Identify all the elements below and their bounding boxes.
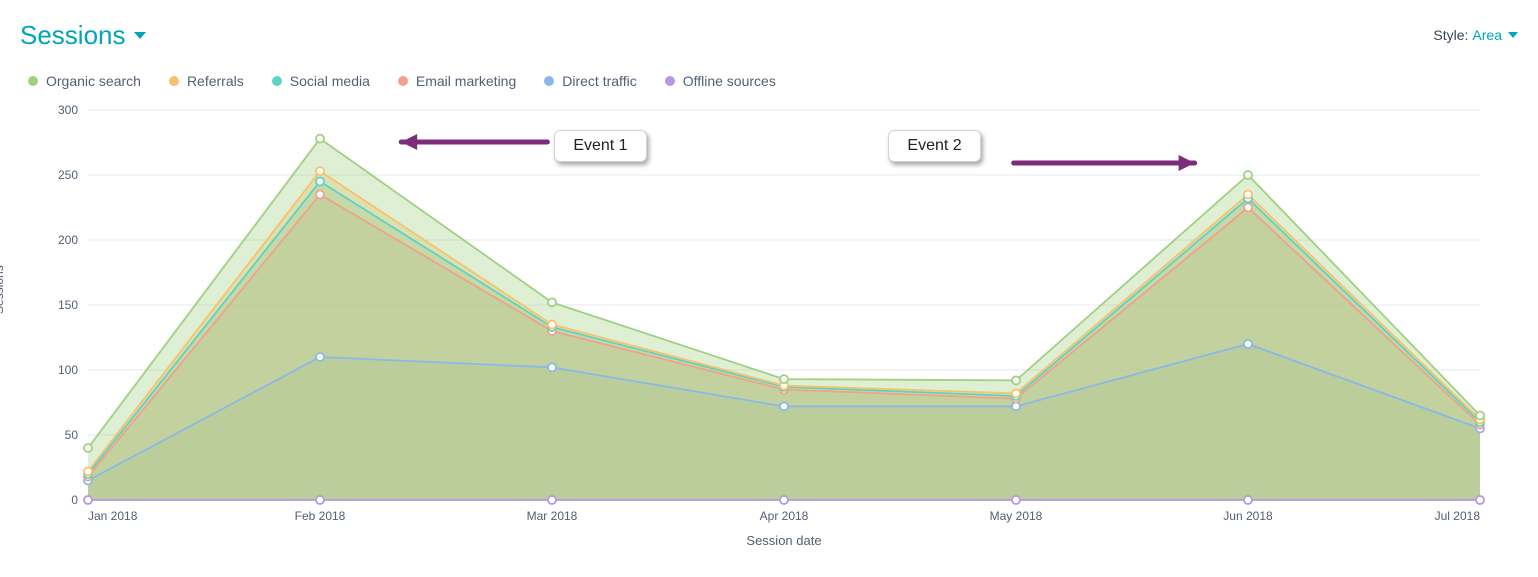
svg-text:Mar 2018: Mar 2018 [527,509,578,523]
style-value: Area [1472,27,1502,43]
chevron-down-icon [134,32,146,39]
svg-text:Jul 2018: Jul 2018 [1435,509,1481,523]
annotation-box-2: Event 2 [888,130,980,162]
legend-swatch-icon [665,76,675,86]
metric-title: Sessions [20,20,126,51]
dashboard-container: Sessions Style: Area Organic search Refer… [0,0,1538,577]
legend-item-email-marketing[interactable]: Email marketing [398,73,516,89]
legend-label: Direct traffic [562,73,636,89]
svg-text:150: 150 [58,298,78,312]
chevron-down-icon [1508,32,1518,38]
legend-item-offline-sources[interactable]: Offline sources [665,73,776,89]
legend-label: Referrals [187,73,244,89]
legend-item-direct-traffic[interactable]: Direct traffic [544,73,636,89]
legend-label: Email marketing [416,73,516,89]
svg-text:Session date: Session date [746,533,821,548]
svg-text:0: 0 [71,493,78,507]
legend-label: Organic search [46,73,141,89]
legend-swatch-icon [398,76,408,86]
svg-text:Feb 2018: Feb 2018 [295,509,346,523]
style-dropdown[interactable]: Area [1472,27,1518,43]
legend-swatch-icon [28,76,38,86]
svg-text:200: 200 [58,233,78,247]
legend-swatch-icon [169,76,179,86]
legend-item-referrals[interactable]: Referrals [169,73,244,89]
legend-label: Offline sources [683,73,776,89]
svg-text:Apr 2018: Apr 2018 [760,509,809,523]
svg-text:250: 250 [58,168,78,182]
style-label: Style: [1433,27,1468,43]
legend-swatch-icon [272,76,282,86]
metric-dropdown[interactable]: Sessions [20,20,146,51]
legend-swatch-icon [544,76,554,86]
chart-area: Sessions 050100150200250300Jan 2018Feb 2… [20,100,1518,567]
legend-label: Social media [290,73,370,89]
y-axis-label: Sessions [0,265,6,314]
area-chart-svg: 0 50 100 150 200 250 300 Jan 2018 Feb 2018 Mar 20… [20,100,1518,567]
legend-item-organic-search[interactable]: Organic search [28,73,141,89]
top-row: Sessions Style: Area [20,15,1518,55]
legend-item-social-media[interactable]: Social media [272,73,370,89]
svg-text:Jun 2018: Jun 2018 [1223,509,1273,523]
svg-text:300: 300 [58,103,78,117]
svg-text:100: 100 [58,363,78,377]
chart-legend: Organic search Referrals Social media Email… [28,73,1518,89]
svg-text:50: 50 [65,428,79,442]
style-selector: Style: Area [1433,27,1518,43]
annotation-box-1: Event 1 [554,130,646,162]
svg-text:Jan 2018: Jan 2018 [88,509,138,523]
svg-text:May 2018: May 2018 [990,509,1043,523]
